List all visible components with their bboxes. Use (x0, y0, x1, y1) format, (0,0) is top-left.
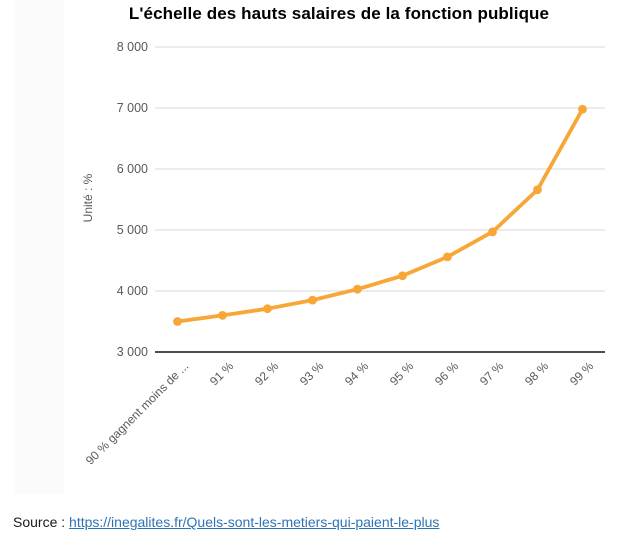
source-label: Source : (13, 514, 66, 530)
chart-title: L'échelle des hauts salaires de la fonct… (128, 4, 550, 23)
data-point-marker (173, 317, 182, 326)
data-point-marker (533, 185, 542, 195)
widget-edge (14, 0, 64, 494)
data-point-marker (578, 104, 587, 114)
data-point-marker (218, 311, 227, 320)
y-tick-label: 7 000 (116, 101, 148, 115)
data-point-marker (263, 304, 272, 314)
data-point-marker (488, 227, 497, 237)
y-tick-label: 3 000 (116, 345, 148, 359)
y-tick-label: 5 000 (116, 223, 148, 237)
data-point-marker (308, 295, 317, 305)
data-point-marker (353, 284, 362, 294)
y-tick-label: 4 000 (116, 284, 148, 298)
data-point-marker (398, 271, 407, 281)
y-tick-label: 6 000 (116, 162, 148, 176)
source-line: Source : https://inegalites.fr/Quels-son… (13, 514, 439, 530)
y-tick-label: 8 000 (116, 40, 148, 54)
salary-line (175, 107, 585, 324)
data-point-marker (443, 252, 452, 262)
source-link[interactable]: https://inegalites.fr/Quels-sont-les-met… (69, 514, 440, 530)
